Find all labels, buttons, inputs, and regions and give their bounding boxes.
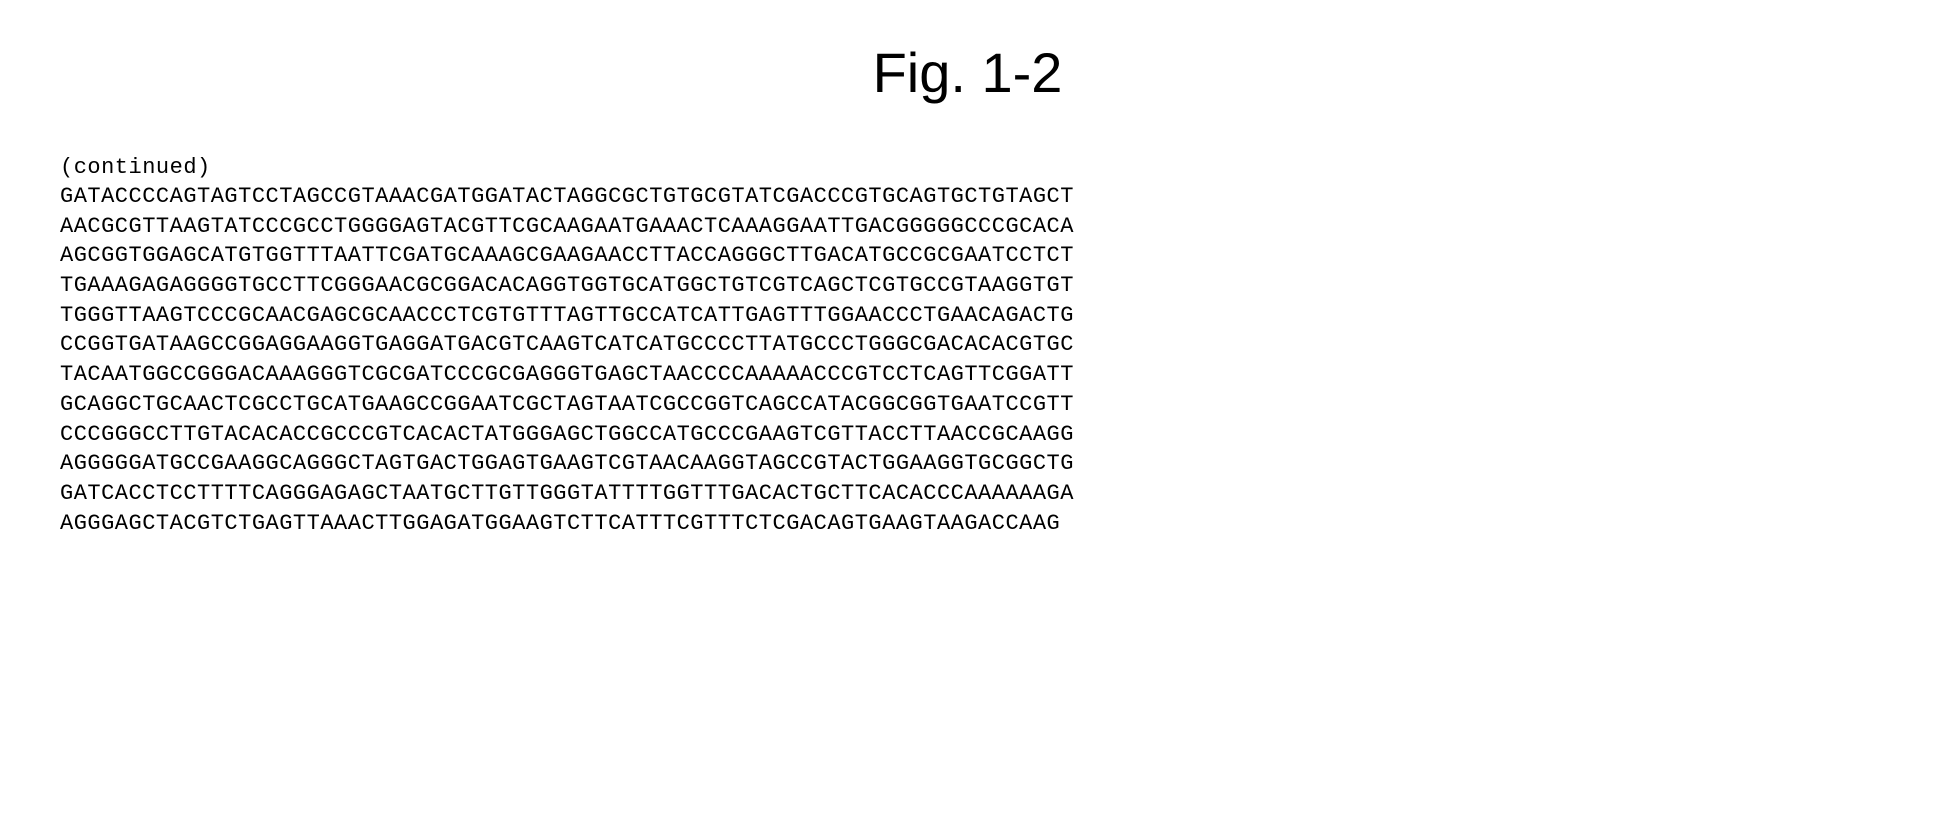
continued-label: (continued) <box>60 155 1875 180</box>
figure-title: Fig. 1-2 <box>60 40 1875 105</box>
dna-sequence-block: GATACCCCAGTAGTCCTAGCCGTAAACGATGGATACTAGG… <box>60 182 1875 538</box>
